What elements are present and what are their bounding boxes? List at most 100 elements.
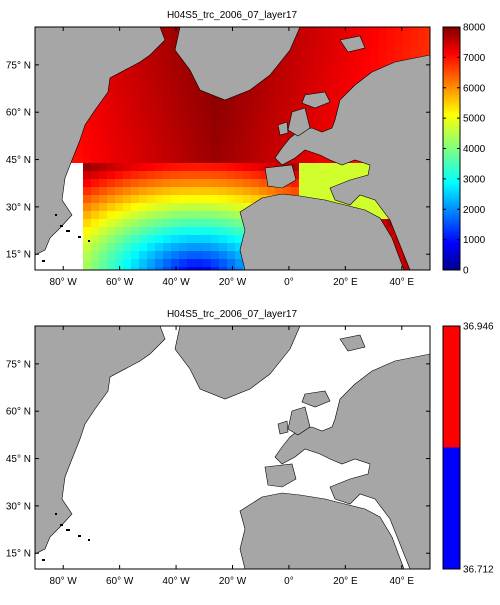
ocean-cell xyxy=(139,195,147,203)
ocean-cell xyxy=(235,203,243,211)
ocean-cell xyxy=(147,171,155,179)
ocean-cell xyxy=(211,115,219,123)
ocean-cell xyxy=(267,83,275,91)
ocean-cell xyxy=(123,267,131,270)
ocean-cell xyxy=(291,67,299,75)
ocean-cell xyxy=(275,147,283,155)
ocean-cell xyxy=(419,27,427,35)
ocean-cell xyxy=(171,147,179,155)
ocean-cell xyxy=(227,195,235,203)
y-tick-label: 60° N xyxy=(6,407,31,418)
ocean-cell xyxy=(331,59,339,67)
ocean-cell xyxy=(291,43,299,51)
ocean-cell xyxy=(139,115,147,123)
ocean-cell xyxy=(267,147,275,155)
ocean-cell xyxy=(187,75,195,83)
ocean-cell xyxy=(395,51,403,59)
ocean-cell xyxy=(131,67,139,75)
ocean-cell xyxy=(203,171,211,179)
ocean-cell xyxy=(275,139,283,147)
ocean-cell xyxy=(91,211,99,219)
ocean-cell xyxy=(195,267,203,270)
ocean-cell xyxy=(355,51,363,59)
ocean-cell xyxy=(355,59,363,67)
ocean-cell xyxy=(331,43,339,51)
ocean-cell xyxy=(379,43,387,51)
ocean-cell xyxy=(99,139,107,147)
ocean-cell xyxy=(307,83,315,91)
ocean-cell xyxy=(307,67,315,75)
ocean-cell xyxy=(243,115,251,123)
ocean-cell xyxy=(187,91,195,99)
ocean-cell xyxy=(83,139,91,147)
ocean-cell xyxy=(147,131,155,139)
ocean-cell xyxy=(123,187,131,195)
ocean-cell xyxy=(171,123,179,131)
ocean-cell xyxy=(91,155,99,163)
ocean-cell xyxy=(203,235,211,243)
ocean-cell xyxy=(91,219,99,227)
ocean-cell xyxy=(147,259,155,267)
ocean-cell xyxy=(147,227,155,235)
ocean-cell xyxy=(275,83,283,91)
top-map-panel: H04S5_trc_2006_07_layer17 xyxy=(6,10,486,288)
ocean-cell xyxy=(155,251,163,259)
ocean-cell xyxy=(99,155,107,163)
ocean-cell xyxy=(211,171,219,179)
ocean-cell xyxy=(299,75,307,83)
ocean-cell xyxy=(275,99,283,107)
ocean-cell xyxy=(131,211,139,219)
ocean-cell xyxy=(83,203,91,211)
ocean-cell xyxy=(131,227,139,235)
ocean-cell xyxy=(251,131,259,139)
ocean-cell xyxy=(195,227,203,235)
ocean-cell xyxy=(283,107,291,115)
ocean-cell xyxy=(139,67,147,75)
ocean-cell xyxy=(219,259,227,267)
bottom-colorbar xyxy=(442,325,461,570)
ocean-cell xyxy=(107,267,115,270)
ocean-cell xyxy=(307,115,315,123)
ocean-cell xyxy=(211,227,219,235)
ocean-cell xyxy=(171,187,179,195)
ocean-cell xyxy=(203,187,211,195)
ocean-cell xyxy=(387,59,395,67)
ocean-cell xyxy=(315,67,323,75)
ocean-cell xyxy=(307,59,315,67)
ocean-cell xyxy=(203,147,211,155)
ocean-cell xyxy=(131,203,139,211)
y-tick-label: 60° N xyxy=(6,108,31,119)
ocean-cell xyxy=(131,75,139,83)
ocean-cell xyxy=(179,59,187,67)
ocean-cell xyxy=(107,83,115,91)
ocean-cell xyxy=(227,227,235,235)
ocean-cell xyxy=(283,131,291,139)
ocean-cell xyxy=(211,139,219,147)
ocean-cell xyxy=(99,235,107,243)
ocean-cell xyxy=(115,203,123,211)
ocean-cell xyxy=(147,59,155,67)
ocean-cell xyxy=(107,235,115,243)
ocean-cell xyxy=(83,123,91,131)
ocean-cell xyxy=(275,107,283,115)
ocean-cell xyxy=(99,243,107,251)
ocean-cell xyxy=(179,147,187,155)
ocean-cell xyxy=(323,51,331,59)
ocean-cell xyxy=(307,75,315,83)
ocean-cell xyxy=(315,171,323,179)
ocean-cell xyxy=(227,235,235,243)
ocean-cell xyxy=(411,43,419,51)
bottom-coast-islands xyxy=(42,513,90,561)
ocean-cell xyxy=(163,51,171,59)
x-tick-label: 40° E xyxy=(389,277,414,288)
ocean-cell xyxy=(371,43,379,51)
colorbar-frame xyxy=(442,325,461,570)
ocean-cell xyxy=(115,75,123,83)
ocean-cell xyxy=(283,115,291,123)
ocean-cell xyxy=(107,203,115,211)
ocean-cell xyxy=(123,211,131,219)
ocean-cell xyxy=(299,179,307,187)
ocean-cell xyxy=(235,195,243,203)
ocean-cell xyxy=(163,115,171,123)
